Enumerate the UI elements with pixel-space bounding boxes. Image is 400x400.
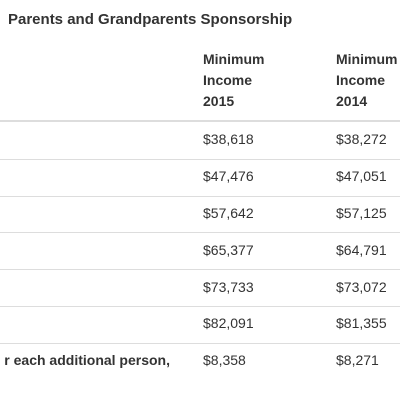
table-cell: $73,072 — [336, 278, 387, 295]
column-header: Minimum Income 2014 — [336, 51, 398, 109]
table-cell: $47,476 — [203, 168, 254, 185]
row-border — [0, 232, 400, 234]
table-cell: $38,272 — [336, 131, 387, 148]
table-cell: $65,377 — [203, 241, 254, 258]
row-border — [0, 342, 400, 344]
table-cell: $57,642 — [203, 205, 254, 221]
section-title: Parents and Grandparents Sponsorship — [8, 11, 293, 28]
row-border — [0, 195, 400, 197]
table-cell: $38,618 — [203, 131, 254, 148]
table-cell: $73,733 — [203, 278, 254, 295]
row-border — [0, 158, 400, 160]
table-cell: $47,051 — [336, 168, 387, 185]
table-cell: $57,125 — [336, 205, 387, 221]
row-border — [0, 306, 400, 307]
table-cell: $82,091 — [203, 315, 254, 332]
table-cell: $8,358 — [203, 352, 246, 369]
row-border — [0, 269, 400, 271]
column-header: Minimum Income 2015 — [203, 51, 265, 109]
header-border — [0, 120, 400, 122]
row-label: r each additional person, — [4, 352, 170, 369]
table-cell: $8,271 — [336, 352, 379, 369]
table-cell: $81,355 — [336, 315, 387, 332]
table-cell: $64,791 — [336, 241, 387, 258]
